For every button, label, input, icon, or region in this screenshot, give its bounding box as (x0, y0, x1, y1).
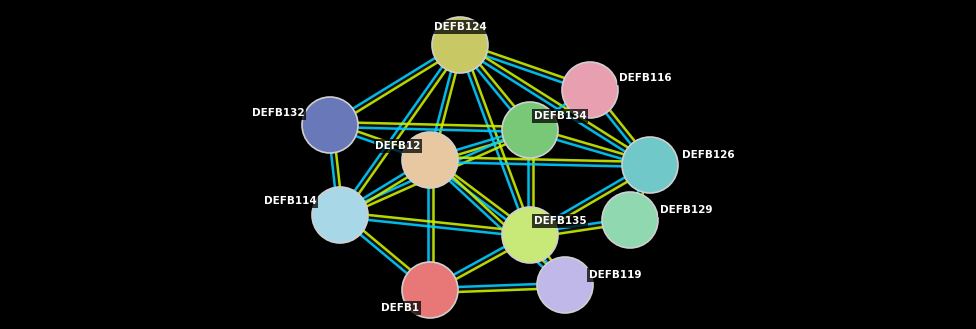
Circle shape (312, 187, 368, 243)
Circle shape (562, 62, 618, 118)
Circle shape (537, 257, 593, 313)
Text: DEFB114: DEFB114 (264, 196, 316, 206)
Text: DEFB132: DEFB132 (252, 108, 305, 118)
Text: DEFB134: DEFB134 (534, 111, 587, 121)
Text: DEFB126: DEFB126 (681, 150, 734, 160)
Text: DEFB129: DEFB129 (660, 205, 712, 215)
Circle shape (502, 207, 558, 263)
Circle shape (602, 192, 658, 248)
Circle shape (302, 97, 358, 153)
Circle shape (432, 17, 488, 73)
Text: DEFB119: DEFB119 (589, 270, 641, 280)
Text: DEFB135: DEFB135 (534, 216, 587, 226)
Text: DEFB124: DEFB124 (433, 22, 486, 32)
Text: DEFB1: DEFB1 (381, 303, 419, 313)
Circle shape (622, 137, 678, 193)
Text: DEFB116: DEFB116 (619, 73, 671, 83)
Circle shape (502, 102, 558, 158)
Circle shape (402, 262, 458, 318)
Text: DEFB12: DEFB12 (376, 141, 421, 151)
Circle shape (402, 132, 458, 188)
